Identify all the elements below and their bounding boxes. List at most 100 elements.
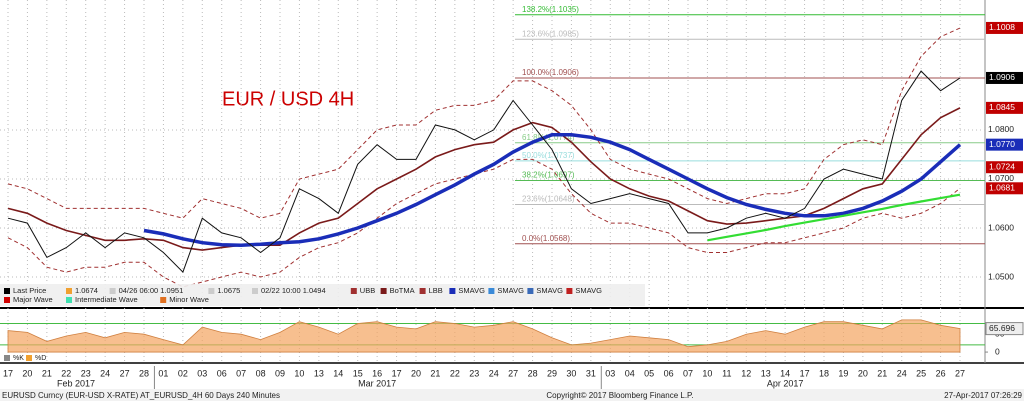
- series-line: [7, 158, 961, 288]
- price-tag: [986, 138, 1023, 151]
- x-tick-label: 06: [664, 368, 674, 378]
- x-tick-label: 28: [139, 368, 149, 378]
- legend-swatch: [4, 355, 10, 361]
- legend-swatch: [4, 288, 10, 294]
- x-tick-label: 31: [586, 368, 596, 378]
- footer-left: EURUSD Curncy (EUR-USD X-RATE) AT_EURUSD…: [2, 391, 280, 400]
- x-tick-label: 27: [120, 368, 130, 378]
- series-line: [707, 193, 961, 242]
- x-tick-label: 20: [411, 368, 421, 378]
- price-tag: [986, 101, 1023, 114]
- x-tick-label: 21: [430, 368, 440, 378]
- legend-label: 04/26 06:00 1.0951: [119, 286, 184, 295]
- oscillator-tag: [985, 322, 1024, 336]
- series-line: [7, 27, 961, 219]
- x-tick-label: 23: [81, 368, 91, 378]
- month-label: Mar 2017: [358, 378, 396, 388]
- legend-label: BoTMA: [390, 286, 415, 295]
- legend-label: Intermediate Wave: [75, 295, 138, 304]
- x-tick-label: 11: [722, 368, 731, 378]
- y-tick-label: 1.0600: [988, 222, 1014, 232]
- x-tick-label: 04: [625, 368, 635, 378]
- legend-label: 1.0674: [75, 286, 98, 295]
- legend-swatch: [566, 288, 573, 294]
- legend-swatch: [350, 288, 357, 294]
- oscillator-tick-label: 0: [995, 346, 1000, 356]
- fib-label: 100.0%(1.0906): [522, 68, 579, 77]
- series-line: [143, 133, 962, 247]
- fib-label: 50.0%(1.0737): [522, 151, 575, 160]
- x-tick-label: 13: [761, 368, 771, 378]
- x-tick-label: 21: [877, 368, 887, 378]
- month-label: Feb 2017: [57, 378, 95, 388]
- x-tick-label: 26: [936, 368, 946, 378]
- x-tick-label: 29: [547, 368, 557, 378]
- x-tick-label: 10: [702, 368, 712, 378]
- legend-swatch: [66, 297, 72, 303]
- price-tag-label: 1.0681: [989, 183, 1015, 193]
- x-tick-label: 07: [683, 368, 693, 378]
- x-tick-label: 13: [314, 368, 324, 378]
- x-tick-label: 08: [256, 368, 266, 378]
- price-tag: [986, 161, 1023, 174]
- x-tick-label: 20: [858, 368, 868, 378]
- fib-label: 23.6%(1.0648): [522, 195, 575, 204]
- price-tag: [986, 71, 1023, 84]
- x-tick-label: 06: [217, 368, 227, 378]
- x-tick-label: 27: [955, 368, 965, 378]
- legend-swatch: [160, 297, 167, 303]
- fib-label: 123.6%(1.0985): [522, 29, 579, 38]
- fib-label: 38.2%(1.0697): [522, 171, 575, 180]
- x-tick-label: 15: [353, 368, 363, 378]
- legend-label: %D: [35, 355, 46, 362]
- x-tick-label: 05: [644, 368, 654, 378]
- legend-swatch: [488, 288, 495, 294]
- footer-bar: [0, 389, 1024, 401]
- fib-label: 0.0%(1.0568): [522, 234, 570, 243]
- fib-label: 138.2%(1.1035): [522, 5, 579, 14]
- price-tag-label: 1.0770: [989, 139, 1015, 149]
- x-tick-label: 21: [42, 368, 52, 378]
- x-tick-label: 03: [197, 368, 207, 378]
- legend-label: SMAVG: [536, 286, 563, 295]
- x-tick-label: 10: [294, 368, 304, 378]
- price-tag: [986, 182, 1023, 195]
- legend-swatch: [109, 288, 116, 294]
- y-tick-label: 1.0500: [988, 271, 1014, 281]
- legend-swatch: [4, 297, 10, 303]
- x-tick-label: 02: [178, 368, 188, 378]
- chart-title: EUR / USD 4H: [222, 88, 354, 110]
- x-tick-label: 17: [392, 368, 402, 378]
- y-tick-label: 1.0800: [988, 124, 1014, 134]
- footer-right: 27-Apr-2017 07:26:29: [944, 391, 1022, 400]
- x-tick-label: 20: [22, 368, 32, 378]
- x-tick-label: 14: [333, 368, 343, 378]
- x-tick-label: 07: [236, 368, 246, 378]
- legend-label: 02/22 10:00 1.0494: [261, 286, 326, 295]
- x-tick-label: 17: [800, 368, 810, 378]
- legend-label: %K: [13, 355, 24, 362]
- x-tick-label: 24: [489, 368, 499, 378]
- x-tick-label: 27: [508, 368, 518, 378]
- legend-label: SMAVG: [497, 286, 524, 295]
- x-tick-label: 28: [528, 368, 538, 378]
- legend-swatch: [419, 288, 426, 294]
- price-tag: [986, 21, 1023, 34]
- x-tick-label: 22: [450, 368, 460, 378]
- legend-swatch: [380, 288, 387, 294]
- price-tag-label: 1.0845: [989, 102, 1015, 112]
- x-tick-label: 22: [61, 368, 71, 378]
- x-tick-label: 09: [275, 368, 285, 378]
- legend-label: Major Wave: [13, 295, 53, 304]
- y-tick-label: 1.0700: [988, 173, 1014, 183]
- legend-swatch: [527, 288, 534, 294]
- legend-swatch: [66, 288, 72, 294]
- x-tick-label: 30: [566, 368, 576, 378]
- legend-swatch: [449, 288, 456, 294]
- legend-swatch: [252, 288, 258, 294]
- x-tick-label: 18: [819, 368, 829, 378]
- legend-label: Minor Wave: [169, 295, 209, 304]
- x-tick-label: 14: [780, 368, 790, 378]
- series-line: [7, 70, 961, 274]
